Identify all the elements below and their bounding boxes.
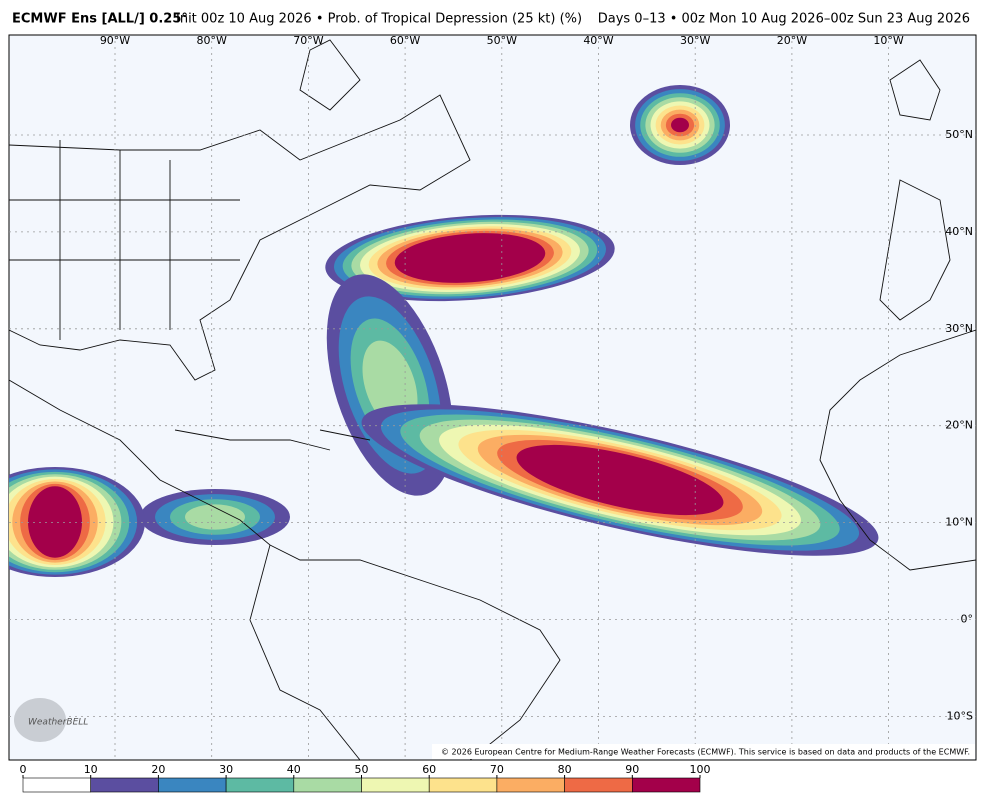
colorbar-tick-label: 100 [690, 763, 711, 776]
probability-field [9, 85, 879, 577]
colorbar-tick-label: 20 [151, 763, 165, 776]
colorbar-segment [158, 777, 227, 793]
lon-label: 60°W [390, 34, 420, 47]
colorbar-tick-label: 50 [355, 763, 369, 776]
colorbar-segment [22, 777, 91, 793]
lon-label: 10°W [873, 34, 903, 47]
valid-title: Days 0–13 • 00z Mon 10 Aug 2026–00z Sun … [598, 12, 970, 27]
lon-label: 70°W [293, 34, 323, 47]
probability-contour [28, 486, 82, 558]
colorbar-segment [361, 777, 430, 793]
colorbar-segment [293, 777, 362, 793]
probability-contour [516, 444, 724, 516]
colorbar-segment [428, 777, 498, 793]
colorbar: 0 10 20 30 40 50 60 70 80 90 100 [20, 763, 711, 793]
map-frame [8, 34, 977, 761]
lon-label: 90°W [100, 34, 130, 47]
lat-label: 50°N [945, 128, 973, 141]
lat-label: 40°N [945, 225, 973, 238]
colorbar-tick-label: 80 [558, 763, 572, 776]
colorbar-segment [631, 777, 701, 793]
lon-label: 20°W [777, 34, 807, 47]
logo-mark [14, 698, 66, 742]
probability-contour [671, 117, 689, 133]
probability-contour [185, 504, 245, 530]
coastlines [9, 39, 976, 760]
probability-contour [394, 233, 546, 283]
colorbar-segment [225, 777, 295, 793]
copyright: © 2026 European Centre for Medium-Range … [441, 748, 970, 757]
colorbar-tick-label: 60 [422, 763, 436, 776]
colorbar-segment [564, 777, 633, 793]
colorbar-tick-label: 90 [625, 763, 639, 776]
lat-label: 30°N [945, 322, 973, 335]
lat-label: 20°N [945, 419, 973, 432]
field-title: Init 00z 10 Aug 2026 • Prob. of Tropical… [176, 12, 582, 27]
lon-label: 40°W [583, 34, 613, 47]
colorbar-tick-label: 0 [20, 763, 27, 776]
lat-label: 0° [961, 613, 974, 626]
lon-label: 50°W [487, 34, 517, 47]
model-title: ECMWF Ens [ALL/] 0.25° [12, 12, 188, 27]
copyright-box [432, 744, 975, 759]
colorbar-tick-label: 30 [219, 763, 233, 776]
lon-label: 80°W [197, 34, 227, 47]
lon-label: 30°W [680, 34, 710, 47]
lat-label: 10°N [945, 516, 973, 529]
lat-label: 10°S [947, 709, 973, 722]
colorbar-tick-label: 10 [84, 763, 98, 776]
colorbar-tick-label: 70 [490, 763, 504, 776]
colorbar-segment [90, 777, 159, 793]
graticule: 90°W 80°W 70°W 60°W 50°W 40°W 30°W 20°W 10°W 50°N… [9, 34, 976, 760]
colorbar-tick-label: 40 [287, 763, 301, 776]
logo: WeatherBELL [28, 718, 88, 728]
colorbar-segment [496, 777, 565, 793]
